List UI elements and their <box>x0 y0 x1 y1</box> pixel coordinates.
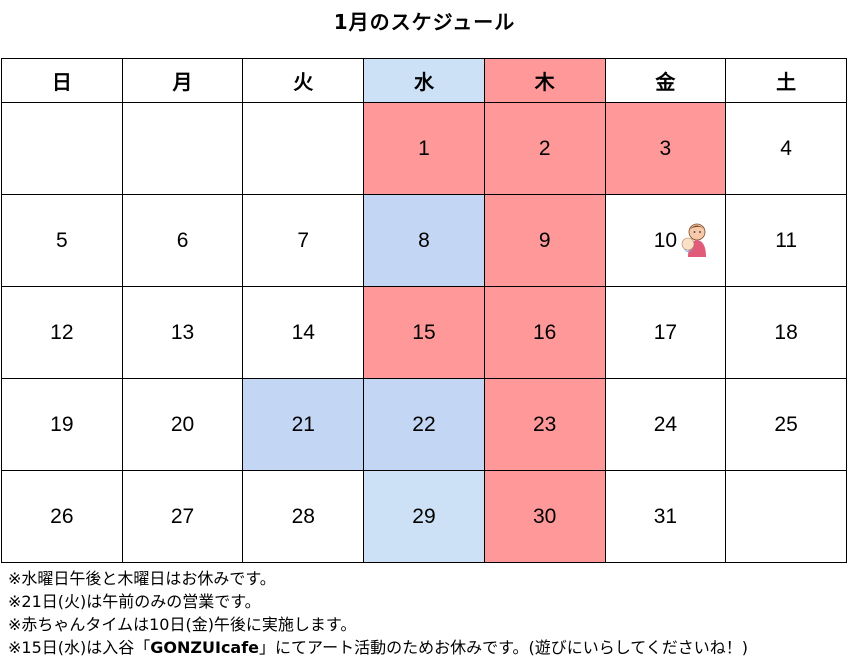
day-cell: 27 <box>121 470 244 563</box>
weekday-fri: 金 <box>604 58 727 103</box>
day-cell: 26 <box>1 470 123 563</box>
day-cell: 15 <box>363 286 485 379</box>
day-cell: 5 <box>1 194 123 287</box>
day-number: 15 <box>412 320 436 344</box>
day-cell: 18 <box>725 286 847 379</box>
day-number: 23 <box>532 412 557 436</box>
day-number: 12 <box>50 320 74 344</box>
day-cell: 3 <box>604 102 727 195</box>
day-cell: 24 <box>604 378 727 471</box>
day-number: 1 <box>418 136 430 160</box>
day-cell: 4 <box>725 102 847 195</box>
calendar-week-row: 26 27 28 29 30 31 <box>1 470 847 563</box>
empty-day-cell <box>242 102 365 195</box>
calendar-body: 1 2 3 4 5 6 7 8 9 10 11 12 13 14 15 16 17 18 19 20 21 22 23 24 2… <box>1 102 847 563</box>
day-number: 10 <box>654 223 707 257</box>
note-line-4-pre: ※15日(水)は入谷「 <box>8 638 151 657</box>
day-cell: 28 <box>242 470 365 563</box>
weekday-thu: 木 <box>483 58 606 103</box>
day-cell: 9 <box>483 194 606 287</box>
day-cell: 16 <box>483 286 606 379</box>
empty-day-cell <box>121 102 244 195</box>
day-cell: 30 <box>483 470 606 563</box>
day-number: 8 <box>418 228 430 252</box>
baby-icon <box>679 221 709 257</box>
empty-day-cell <box>1 102 123 195</box>
note-line-2: ※21日(火)は午前のみの営業です。 <box>8 592 261 611</box>
day-cell: 17 <box>604 286 727 379</box>
day-number: 11 <box>775 228 798 252</box>
day-number: 18 <box>774 320 798 344</box>
day-number: 20 <box>170 412 195 436</box>
calendar-week-row: 19 20 21 22 23 24 25 <box>1 378 847 471</box>
day-number: 28 <box>291 504 315 528</box>
day-cell: 21 <box>242 378 365 471</box>
day-cell: 11 <box>725 194 847 287</box>
day-number: 25 <box>774 412 798 436</box>
day-number: 31 <box>653 504 678 528</box>
notes: ※水曜日午後と木曜日はお休みです。 ※21日(火)は午前のみの営業です。 ※赤ち… <box>8 567 748 659</box>
day-cell: 8 <box>363 194 485 287</box>
day-cell: 1 <box>363 102 485 195</box>
note-line-4-post: 」にてアート活動のためお休みです。(遊びにいらしてくださいね！) <box>259 638 748 657</box>
day-cell: 23 <box>483 378 606 471</box>
day-number: 19 <box>50 412 74 436</box>
day-cell: 22 <box>363 378 485 471</box>
empty-day-cell <box>725 470 847 563</box>
day-cell: 14 <box>242 286 365 379</box>
calendar-table: 日 月 火 水 木 金 土 1 2 3 4 5 6 7 8 9 10 11 12 13 14 15 16 17 1… <box>1 58 847 563</box>
day-number: 27 <box>170 504 195 528</box>
day-number: 26 <box>50 504 74 528</box>
day-number: 16 <box>532 320 557 344</box>
day-cell: 29 <box>363 470 485 563</box>
day-cell: 19 <box>1 378 123 471</box>
day-number: 22 <box>412 412 436 436</box>
weekday-sun: 日 <box>1 58 123 103</box>
day-number: 6 <box>176 228 189 252</box>
day-number: 21 <box>291 412 315 436</box>
weekday-tue: 火 <box>242 58 365 103</box>
day-number: 5 <box>56 228 68 252</box>
weekday-mon: 月 <box>121 58 244 103</box>
day-number: 17 <box>653 320 678 344</box>
day-cell: 31 <box>604 470 727 563</box>
day-cell: 20 <box>121 378 244 471</box>
day-cell: 6 <box>121 194 244 287</box>
day-cell: 2 <box>483 102 606 195</box>
day-cell: 25 <box>725 378 847 471</box>
calendar-week-row: 12 13 14 15 16 17 18 <box>1 286 847 379</box>
weekday-wed: 水 <box>363 58 485 103</box>
page-title: 1月のスケジュール <box>333 10 516 34</box>
day-number: 4 <box>780 136 792 160</box>
day-cell: 10 <box>604 194 727 287</box>
day-number: 9 <box>538 228 551 252</box>
weekday-sat: 土 <box>725 58 847 103</box>
day-number: 7 <box>297 228 310 252</box>
day-cell: 7 <box>242 194 365 287</box>
day-cell: 12 <box>1 286 123 379</box>
day-number: 29 <box>412 504 436 528</box>
day-number: 24 <box>653 412 678 436</box>
day-number: 14 <box>291 320 315 344</box>
calendar-week-row: 1 2 3 4 <box>1 102 847 195</box>
day-number: 30 <box>532 504 557 528</box>
weekday-header-row: 日 月 火 水 木 金 土 <box>1 58 847 103</box>
day-cell: 13 <box>121 286 244 379</box>
day-number: 2 <box>538 136 551 160</box>
note-line-4: ※15日(水)は入谷「GONZUIcafe」にてアート活動のためお休みです。(遊… <box>8 636 748 659</box>
note-line-3: ※赤ちゃんタイムは10日(金)午後に実施します。 <box>8 615 357 634</box>
note-line-1: ※水曜日午後と木曜日はお休みです。 <box>8 569 276 588</box>
day-number: 3 <box>659 136 672 160</box>
calendar-week-row: 5 6 7 8 9 10 11 <box>1 194 847 287</box>
day-number: 13 <box>170 320 195 344</box>
note-line-4-cafe-name: GONZUIcafe <box>150 638 260 657</box>
